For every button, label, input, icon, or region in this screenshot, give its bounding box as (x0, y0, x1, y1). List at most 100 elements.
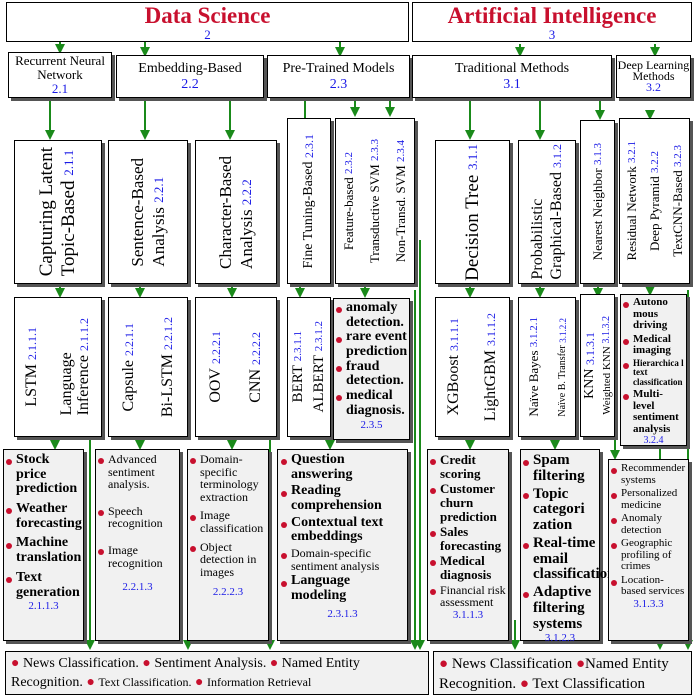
bert-num: 2.3.1.1 (292, 331, 304, 362)
emb2-app-item: Domain-specific terminology extraction (190, 453, 266, 503)
nn-label: Nearest Neighbor (589, 168, 605, 261)
dpyramid-num: 3.2.2 (648, 151, 661, 173)
emb1-app-item: Advanced sentiment analysis. (98, 453, 177, 491)
character-label-2: Analysis (237, 208, 256, 269)
trad1-app-item: Sales forecasting (430, 525, 506, 552)
emb1-apps-list: Advanced sentiment analysis. Speech reco… (98, 453, 177, 569)
langinf-label-2: Inference (74, 355, 92, 416)
svm-group-box: Feature-based 2.3.2 Transductive SVM 2.3… (335, 118, 415, 284)
embedding-num: 2.2 (181, 76, 199, 92)
pre-app-item: Reading comprehension (281, 483, 404, 513)
trad1-app-item: Financial risk assessment (430, 583, 506, 609)
trad3-apps-num: 3.1.3.3 (633, 598, 664, 611)
ds-common-apps-box: ● News Classification. ● Sentiment Analy… (5, 651, 429, 695)
emb1-app-item: Image recognition (98, 544, 177, 569)
trad3-app-item: Recommender systems (611, 462, 686, 486)
pretrained-num: 2.3 (329, 76, 348, 92)
oov-num: 2.2.2.1 (209, 331, 223, 365)
prob-label-2: Graphical-Based (547, 172, 565, 280)
knn-label: KNN (582, 368, 598, 399)
embedding-label: Embedding-Based (138, 60, 242, 76)
dl-group-box: Residual Network 3.2.1 Deep Pyramid 3.2.… (619, 118, 690, 284)
trad2-apps-num: 3.1.2.3 (544, 632, 576, 645)
ds-common-item: Named Entity Recognition. (11, 656, 360, 690)
emb2-app-item: Object detection in images (190, 540, 266, 579)
sentence-num: 2.2.1 (151, 176, 166, 203)
dl-app-item: Multi-level sentiment analysis (623, 388, 684, 435)
cnn-num: 2.2.2.2 (249, 331, 263, 365)
dtree-num: 3.1.1 (464, 143, 480, 170)
sentence-models-box: Capsule 2.2.1.1 Bi-LSTM 2.2.1.2 (108, 297, 188, 437)
albert-num: 2.3.1.2 (313, 321, 325, 352)
sentence-label-1: Sentence-Based (128, 157, 147, 267)
trad2-apps-list: Spam filtering Topic categori zation Rea… (523, 452, 616, 632)
prob-num: 3.1.2 (549, 144, 564, 169)
cnn-label: CNN (247, 368, 264, 403)
trad3-app-item: Personalized medicine (611, 487, 686, 511)
capsule-num: 2.2.1.1 (121, 322, 136, 356)
emb1-app-item: Speech recognition (98, 504, 177, 530)
latent-label-2: Topic-Based (58, 180, 79, 277)
deep-learning-box: Deep Learning Methods 3.2 (616, 55, 691, 98)
trad2-app-item: Spam filtering (523, 452, 597, 485)
langinf-num: 2.1.1.2 (76, 318, 91, 352)
decision-tree-box: Decision Tree 3.1.1 (435, 140, 510, 284)
lstm-label: LSTM (23, 364, 41, 407)
xgboost-num: 3.1.1.1 (447, 318, 462, 352)
rnn-app-item: Stock price prediction (6, 452, 81, 497)
lstm-num: 2.1.1.1 (25, 327, 40, 361)
albert-label: ALBERT (311, 355, 327, 413)
trad3-app-item: Anomaly detection (611, 512, 686, 536)
rnn-app-item: Text generation (6, 570, 81, 600)
trad3-app-item: Location-based services (611, 574, 686, 598)
dl-app-item: Autono mous driving (623, 296, 684, 332)
pre-apps-num: 2.3.1.3 (327, 607, 358, 620)
knn-num: 3.1.3.1 (583, 332, 598, 366)
svm-app-item: medical diagnosis. (336, 388, 407, 418)
rnn-models-box: LSTM 2.1.1.1 Language Inference 2.1.1.2 (14, 297, 102, 437)
rnn-app-item: Weather forecasting (6, 501, 82, 531)
trad1-apps-list: Credit scoring Customer churn prediction… (430, 453, 506, 609)
dl-apps-list: Autono mous driving Medical imaging Hier… (623, 296, 684, 435)
emb2-app-item: Image classification (190, 509, 266, 534)
lightgbm-num: 3.1.1.2 (483, 312, 498, 346)
latent-num: 2.1.1 (61, 150, 76, 177)
pre-app-item: Domain-specific sentiment analysis (281, 547, 404, 572)
trad3-app-item: Geographic profiling of crimes (611, 538, 686, 573)
trad1-app-item: Customer churn prediction (430, 482, 506, 523)
trad2-app-item: Adaptive filtering systems (523, 584, 597, 632)
nn-num: 3.1.3 (591, 143, 604, 166)
tsvm-label: Transductive SVM (367, 164, 382, 264)
data-science-title: Data Science (144, 2, 271, 28)
trad2-app-item: Topic categori zation (523, 486, 597, 534)
ai-common-item: News Classification (451, 656, 573, 672)
nbayes-num: 3.1.2.1 (528, 317, 541, 348)
svm-apps-list: anomaly detection. rare event prediction… (336, 300, 407, 419)
trad3-apps-list: Recommender systems Personalized medicin… (611, 462, 686, 598)
pretrained-models-box: BERT 2.3.1.1 ALBERT 2.3.1.2 (287, 297, 331, 437)
langinf-label-1: Language (57, 352, 75, 416)
embedding-box: Embedding-Based 2.2 (116, 55, 264, 98)
xgboost-label: XGBoost (445, 355, 463, 416)
traditional-box: Traditional Methods 3.1 (412, 55, 612, 98)
dl-app-item: Hierarchica l text classification (623, 358, 684, 387)
svm-app-item: anomaly detection. (336, 300, 407, 330)
ai-common-item: Text Classification (532, 676, 646, 692)
ds-common-item: News Classification. (22, 656, 139, 671)
ai-common-item: Named Entity Recognition. (439, 656, 669, 692)
dl-app-item: Medical imaging (623, 333, 684, 357)
finetune-box: Fine Tuning-Based 2.3.1 (287, 118, 331, 284)
probabilistic-box: Probabilistic Graphical-Based 3.1.2 (518, 140, 576, 284)
pre-apps-list: Question answering Reading comprehension… (281, 452, 404, 604)
pre-app-item: Language modeling (281, 573, 404, 603)
rnn-app-item: Machine translation (6, 535, 81, 565)
ai-common-apps-box: ● News Classification ●Named Entity Reco… (433, 651, 692, 695)
character-based-box: Character-Based Analysis 2.2.2 (195, 140, 277, 284)
trad2-app-item: Real-time email classification (523, 535, 616, 583)
rnn-apps-box: Stock price prediction Weather forecasti… (3, 449, 84, 641)
oov-label: OOV (207, 368, 224, 403)
sentence-based-box: Sentence-Based Analysis 2.2.1 (108, 140, 188, 284)
wknn-label: Weighted KNN (600, 346, 613, 415)
emb1-apps-num: 2.2.1.3 (122, 581, 153, 594)
data-science-box: Data Science 2 (6, 2, 409, 42)
